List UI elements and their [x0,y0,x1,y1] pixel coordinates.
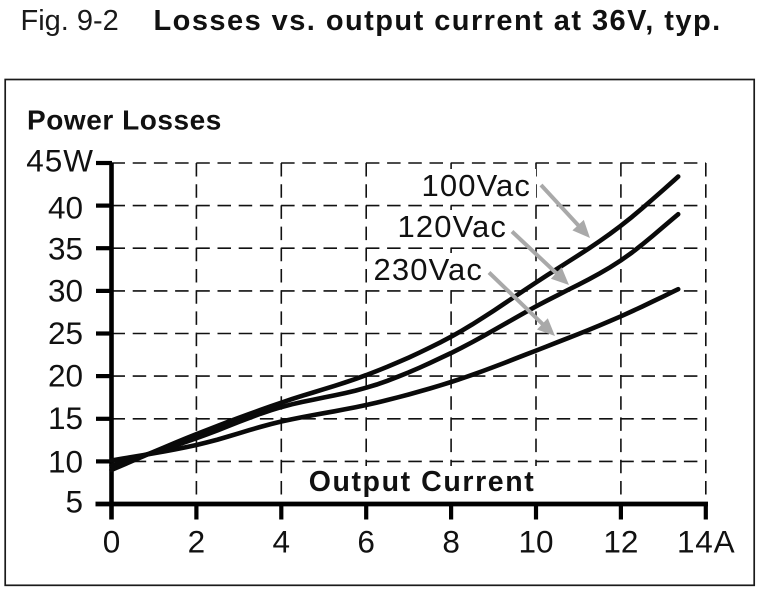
svg-text:Power Losses: Power Losses [27,105,222,136]
svg-text:14A: 14A [677,524,735,560]
svg-text:0: 0 [103,524,121,560]
svg-text:120Vac: 120Vac [398,209,507,244]
svg-text:100Vac: 100Vac [422,168,531,203]
svg-text:5: 5 [65,484,83,520]
svg-text:Losses vs. output current at 3: Losses vs. output current at 36V, typ. [154,5,722,37]
svg-text:45W: 45W [26,143,94,179]
svg-text:Fig. 9-2: Fig. 9-2 [21,5,119,37]
svg-text:2: 2 [188,524,206,560]
svg-text:10: 10 [518,524,553,560]
svg-text:8: 8 [442,524,460,560]
svg-text:30: 30 [48,273,83,309]
svg-text:40: 40 [48,189,83,225]
svg-text:4: 4 [273,524,291,560]
svg-text:25: 25 [48,315,83,351]
svg-text:6: 6 [357,524,375,560]
svg-text:230Vac: 230Vac [374,252,483,287]
svg-text:35: 35 [48,231,83,267]
svg-text:20: 20 [48,358,83,394]
svg-text:15: 15 [48,400,83,436]
svg-text:Output Current: Output Current [309,466,536,498]
svg-text:10: 10 [48,443,83,479]
svg-text:12: 12 [603,524,638,560]
